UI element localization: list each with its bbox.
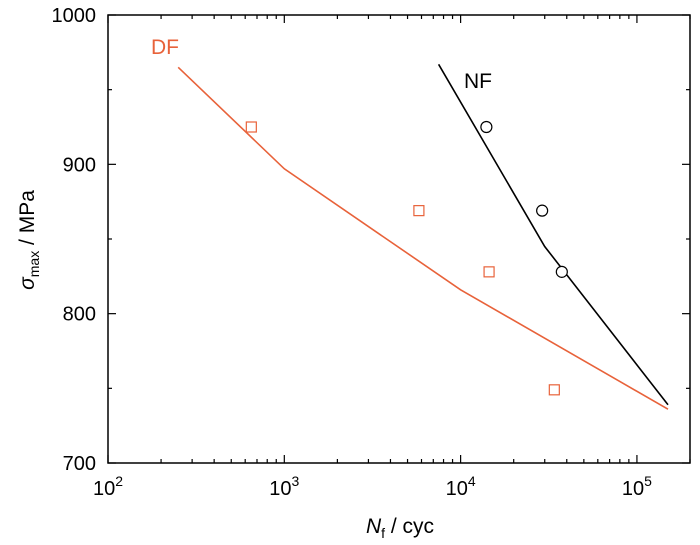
series-label-nf: NF xyxy=(464,70,492,93)
fit-lines xyxy=(177,63,669,410)
x-tick-label: 102 xyxy=(93,473,123,500)
data-point-nf xyxy=(536,204,549,217)
x-tick-label: 103 xyxy=(269,473,299,500)
fit-line-nf xyxy=(437,63,669,406)
y-tick-label: 700 xyxy=(63,453,96,475)
x-tick-label: 104 xyxy=(446,473,476,500)
data-points xyxy=(245,120,568,396)
series-label-df: DF xyxy=(151,36,179,59)
y-tick-label: 800 xyxy=(63,304,96,326)
x-tick-label: 105 xyxy=(622,473,652,500)
x-axis-label: Nf / cyc xyxy=(366,515,434,541)
y-tick-label: 1000 xyxy=(52,5,97,27)
data-point-df xyxy=(245,121,257,133)
data-point-nf xyxy=(480,120,493,134)
data-point-df xyxy=(483,266,495,278)
data-point-df xyxy=(413,205,425,217)
plot-frame xyxy=(107,14,691,464)
tick-labels: 102 103 104 105 700 800 900 1000 xyxy=(52,5,653,500)
axis-ticks xyxy=(107,14,691,464)
y-tick-label: 900 xyxy=(63,154,96,176)
data-point-nf xyxy=(555,265,568,278)
fit-line-df xyxy=(177,66,669,410)
y-axis-label: σmax / MPa xyxy=(16,190,42,290)
data-point-df xyxy=(548,384,560,396)
